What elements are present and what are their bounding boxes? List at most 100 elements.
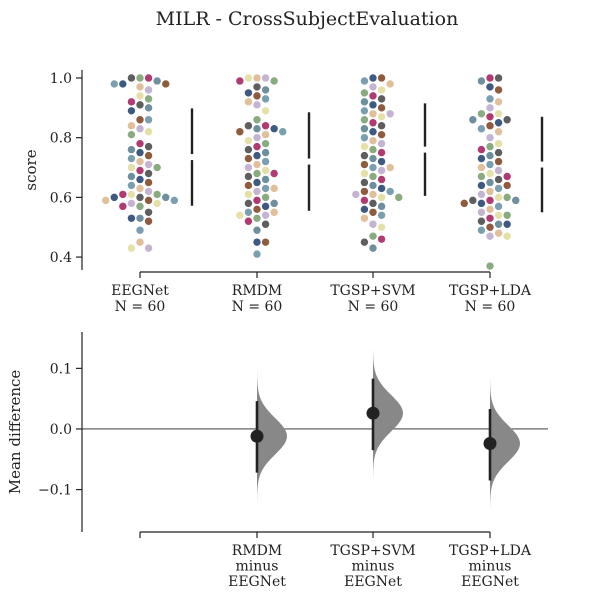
- swarm-point: [360, 98, 369, 106]
- swarm-point: [144, 74, 153, 82]
- swarm-point: [477, 226, 486, 234]
- swarm-point: [360, 160, 369, 169]
- swarm-point: [486, 83, 494, 91]
- swarm-point: [486, 187, 494, 196]
- swarm-point: [360, 125, 369, 133]
- swarm-point: [236, 128, 244, 136]
- swarm-point: [253, 226, 261, 234]
- swarm-point: [377, 113, 386, 121]
- bootstrap-distributions: [257, 350, 520, 508]
- swarm-point: [261, 157, 270, 166]
- swarm-point: [486, 74, 494, 82]
- swarm-point: [253, 160, 261, 169]
- swarm-point: [486, 104, 494, 112]
- swarm-point: [512, 196, 520, 205]
- swarm-point: [369, 128, 377, 136]
- swarm-point: [244, 217, 253, 225]
- swarm-point: [377, 86, 386, 94]
- swarm-point: [136, 83, 144, 91]
- swarm-y-tick-label: 1.0: [50, 71, 72, 87]
- swarm-point: [253, 151, 261, 160]
- swarm-point: [127, 163, 136, 172]
- swarm-point: [127, 74, 136, 82]
- swarm-point: [386, 110, 394, 118]
- swarm-point: [127, 154, 136, 163]
- swarm-point: [369, 74, 377, 82]
- swarm-point: [377, 211, 386, 219]
- swarm-point: [360, 89, 369, 97]
- swarm-point: [377, 184, 386, 193]
- swarm-point: [377, 130, 386, 139]
- swarm-point: [469, 196, 477, 205]
- diff-y-ticks: −0.1 0.0 0.1: [38, 361, 548, 499]
- swarm-point: [369, 172, 377, 181]
- diff-y-tick-label: 0.0: [50, 422, 72, 438]
- swarm-point: [261, 122, 270, 130]
- swarm-point: [144, 178, 153, 187]
- swarm-point: [261, 130, 270, 139]
- swarm-point: [486, 223, 494, 231]
- swarm-point: [377, 223, 386, 231]
- contrast-label-line3: EEGNet: [344, 574, 402, 590]
- bootstrap-distribution: [373, 350, 403, 481]
- swarm-point: [477, 154, 486, 163]
- mean-difference-dot: [366, 406, 380, 420]
- bootstrap-distribution: [257, 365, 287, 505]
- swarm-y-ticks: 0.4 0.6 0.8 1.0: [50, 71, 82, 266]
- swarm-point: [261, 166, 270, 175]
- swarm-point: [144, 196, 153, 205]
- diff-y-tick-label: 0.1: [50, 361, 72, 377]
- swarm-point: [244, 74, 253, 82]
- swarm-point: [369, 244, 377, 252]
- swarm-point: [494, 139, 503, 148]
- swarm-point: [503, 116, 511, 124]
- swarm-point: [261, 86, 270, 94]
- swarm-point: [136, 238, 144, 246]
- swarm-point: [261, 202, 270, 211]
- swarm-point: [360, 116, 369, 124]
- swarm-point: [486, 133, 494, 142]
- swarm-point: [369, 181, 377, 190]
- mean-difference-marks: [250, 378, 497, 481]
- group-n-label: N = 60: [232, 299, 283, 315]
- swarm-point: [244, 172, 253, 181]
- swarm-point: [503, 220, 511, 228]
- swarm-point: [162, 80, 170, 88]
- swarm-point: [127, 130, 136, 139]
- swarm-point: [377, 166, 386, 175]
- swarm-point: [136, 175, 144, 184]
- swarm-point: [477, 181, 486, 190]
- swarm-point: [244, 98, 253, 106]
- swarm-point: [494, 74, 503, 82]
- contrast-label-line2: minus: [352, 559, 395, 575]
- swarm-point: [377, 104, 386, 112]
- swarm-point: [270, 208, 278, 216]
- swarm-point: [486, 142, 494, 151]
- swarm-point: [494, 148, 503, 157]
- swarm-point: [477, 110, 486, 118]
- swarm-point: [144, 95, 153, 103]
- swarm-point: [503, 181, 511, 190]
- swarm-point: [136, 125, 144, 133]
- swarm-point: [360, 151, 369, 160]
- swarm-point: [494, 175, 503, 184]
- swarm-point: [377, 202, 386, 211]
- swarm-point: [369, 83, 377, 91]
- contrast-label-line2: minus: [469, 559, 512, 575]
- swarm-point: [144, 160, 153, 169]
- swarm-point: [494, 193, 503, 202]
- swarm-point: [386, 80, 394, 88]
- swarm-point: [153, 190, 161, 199]
- swarm-point: [253, 214, 261, 222]
- swarm-point: [119, 202, 127, 211]
- group-name-label: EEGNet: [111, 283, 169, 299]
- diff-x-ticks: RMDMminusEEGNetTGSP+SVMminusEEGNetTGSP+L…: [139, 532, 532, 590]
- swarm-point: [477, 217, 486, 225]
- swarm-point: [360, 142, 369, 151]
- swarm-point: [369, 208, 377, 216]
- swarm-point: [244, 89, 253, 97]
- swarm-point: [127, 122, 136, 130]
- swarm-point: [136, 214, 144, 222]
- swarm-point: [144, 128, 153, 136]
